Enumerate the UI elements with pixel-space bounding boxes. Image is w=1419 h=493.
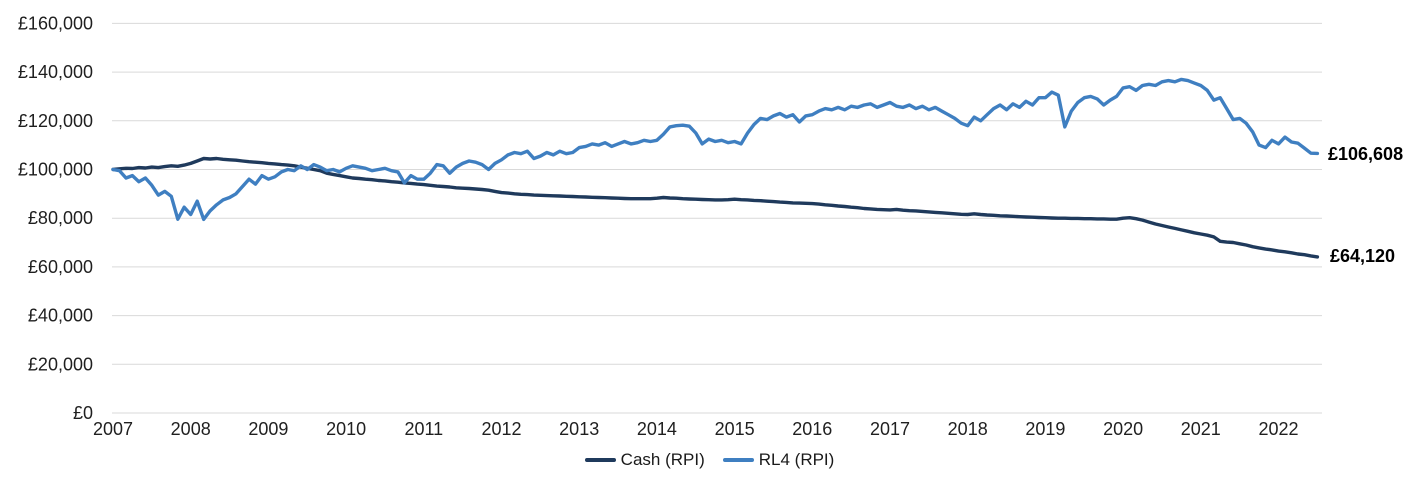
legend-swatch-rl4-icon <box>722 458 754 462</box>
x-axis-tick-label: 2018 <box>948 419 988 439</box>
y-axis-tick-label: £60,000 <box>28 257 93 277</box>
series-line-cash-rpi <box>111 156 1320 259</box>
y-axis-tick-label: £100,000 <box>18 160 93 180</box>
legend-label-rl4: RL4 (RPI) <box>758 450 835 469</box>
x-axis-tick-label: 2009 <box>248 419 288 439</box>
x-axis-tick-label: 2021 <box>1181 419 1221 439</box>
chart-legend: Cash (RPI) RL4 (RPI) <box>0 449 1419 471</box>
y-axis-tick-label: £140,000 <box>18 62 93 82</box>
end-value-label-cash: £64,120 <box>1330 246 1396 266</box>
x-axis-tick-label: 2015 <box>715 419 755 439</box>
y-axis-tick-label: £120,000 <box>18 111 93 131</box>
x-axis-tick-label: 2020 <box>1103 419 1143 439</box>
legend-swatch-cash-icon <box>584 458 616 462</box>
x-axis-tick-label: 2016 <box>792 419 832 439</box>
legend-item-rl4-rpi: RL4 (RPI) <box>722 450 835 470</box>
y-axis-tick-label: £40,000 <box>28 306 93 326</box>
x-axis-tick-label: 2012 <box>481 419 521 439</box>
x-axis-tick-label: 2022 <box>1258 419 1298 439</box>
legend-label-cash: Cash (RPI) <box>620 450 705 469</box>
x-axis-tick-label: 2019 <box>1025 419 1065 439</box>
end-value-label-rl4: £106,608 <box>1328 144 1404 164</box>
y-axis-tick-label: £0 <box>73 403 93 423</box>
x-axis-tick-label: 2017 <box>870 419 910 439</box>
x-axis-tick-label: 2013 <box>559 419 599 439</box>
x-axis-tick-label: 2007 <box>93 419 133 439</box>
series-line-rl4-rpi <box>111 77 1320 222</box>
y-axis-tick-label: £160,000 <box>18 13 93 33</box>
x-axis-tick-label: 2010 <box>326 419 366 439</box>
x-axis-tick-label: 2008 <box>171 419 211 439</box>
x-axis-tick-label: 2014 <box>637 419 677 439</box>
y-axis-tick-label: £80,000 <box>28 208 93 228</box>
y-axis-tick-label: £20,000 <box>28 354 93 374</box>
legend-item-cash-rpi: Cash (RPI) <box>584 450 705 470</box>
x-axis-tick-label: 2011 <box>404 419 443 439</box>
